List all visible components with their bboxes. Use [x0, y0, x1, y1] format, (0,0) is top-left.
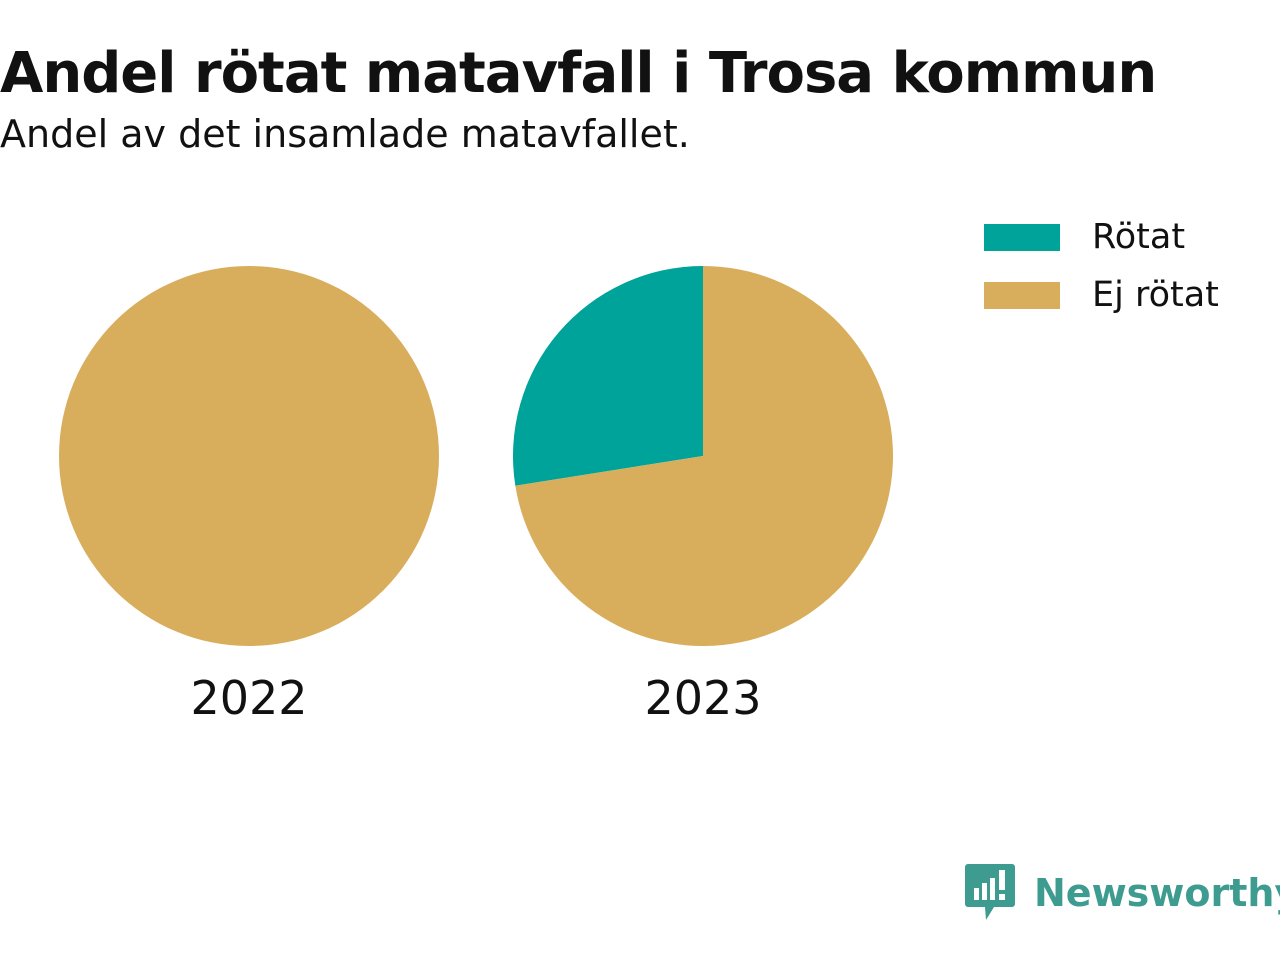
legend-item-rotat: Rötat [984, 208, 1219, 266]
legend-swatch-ej-rotat [984, 281, 1060, 309]
newsworthy-logo-icon [965, 864, 1015, 920]
legend-swatch-rotat [984, 223, 1060, 251]
legend: Rötat Ej rötat [984, 208, 1219, 324]
pie-2023-slice-ej-r-tat [515, 266, 894, 646]
legend-label-ej-rotat: Ej rötat [1092, 275, 1219, 315]
pie-2022-slice-ej-r-tat [59, 266, 439, 646]
brand-name: Newsworthy [1034, 871, 1280, 915]
pie-2023-slice-r-tat [513, 266, 703, 486]
pie-label-2022: 2022 [190, 671, 307, 725]
brand-logo: Newsworthy [964, 862, 1280, 924]
chart-title: Andel rötat matavfall i Trosa kommun [0, 41, 1157, 106]
legend-item-ej-rotat: Ej rötat [984, 266, 1219, 324]
pie-label-2023: 2023 [644, 671, 761, 725]
legend-label-rotat: Rötat [1092, 217, 1186, 257]
chart-subtitle: Andel av det insamlade matavfallet. [0, 112, 690, 156]
